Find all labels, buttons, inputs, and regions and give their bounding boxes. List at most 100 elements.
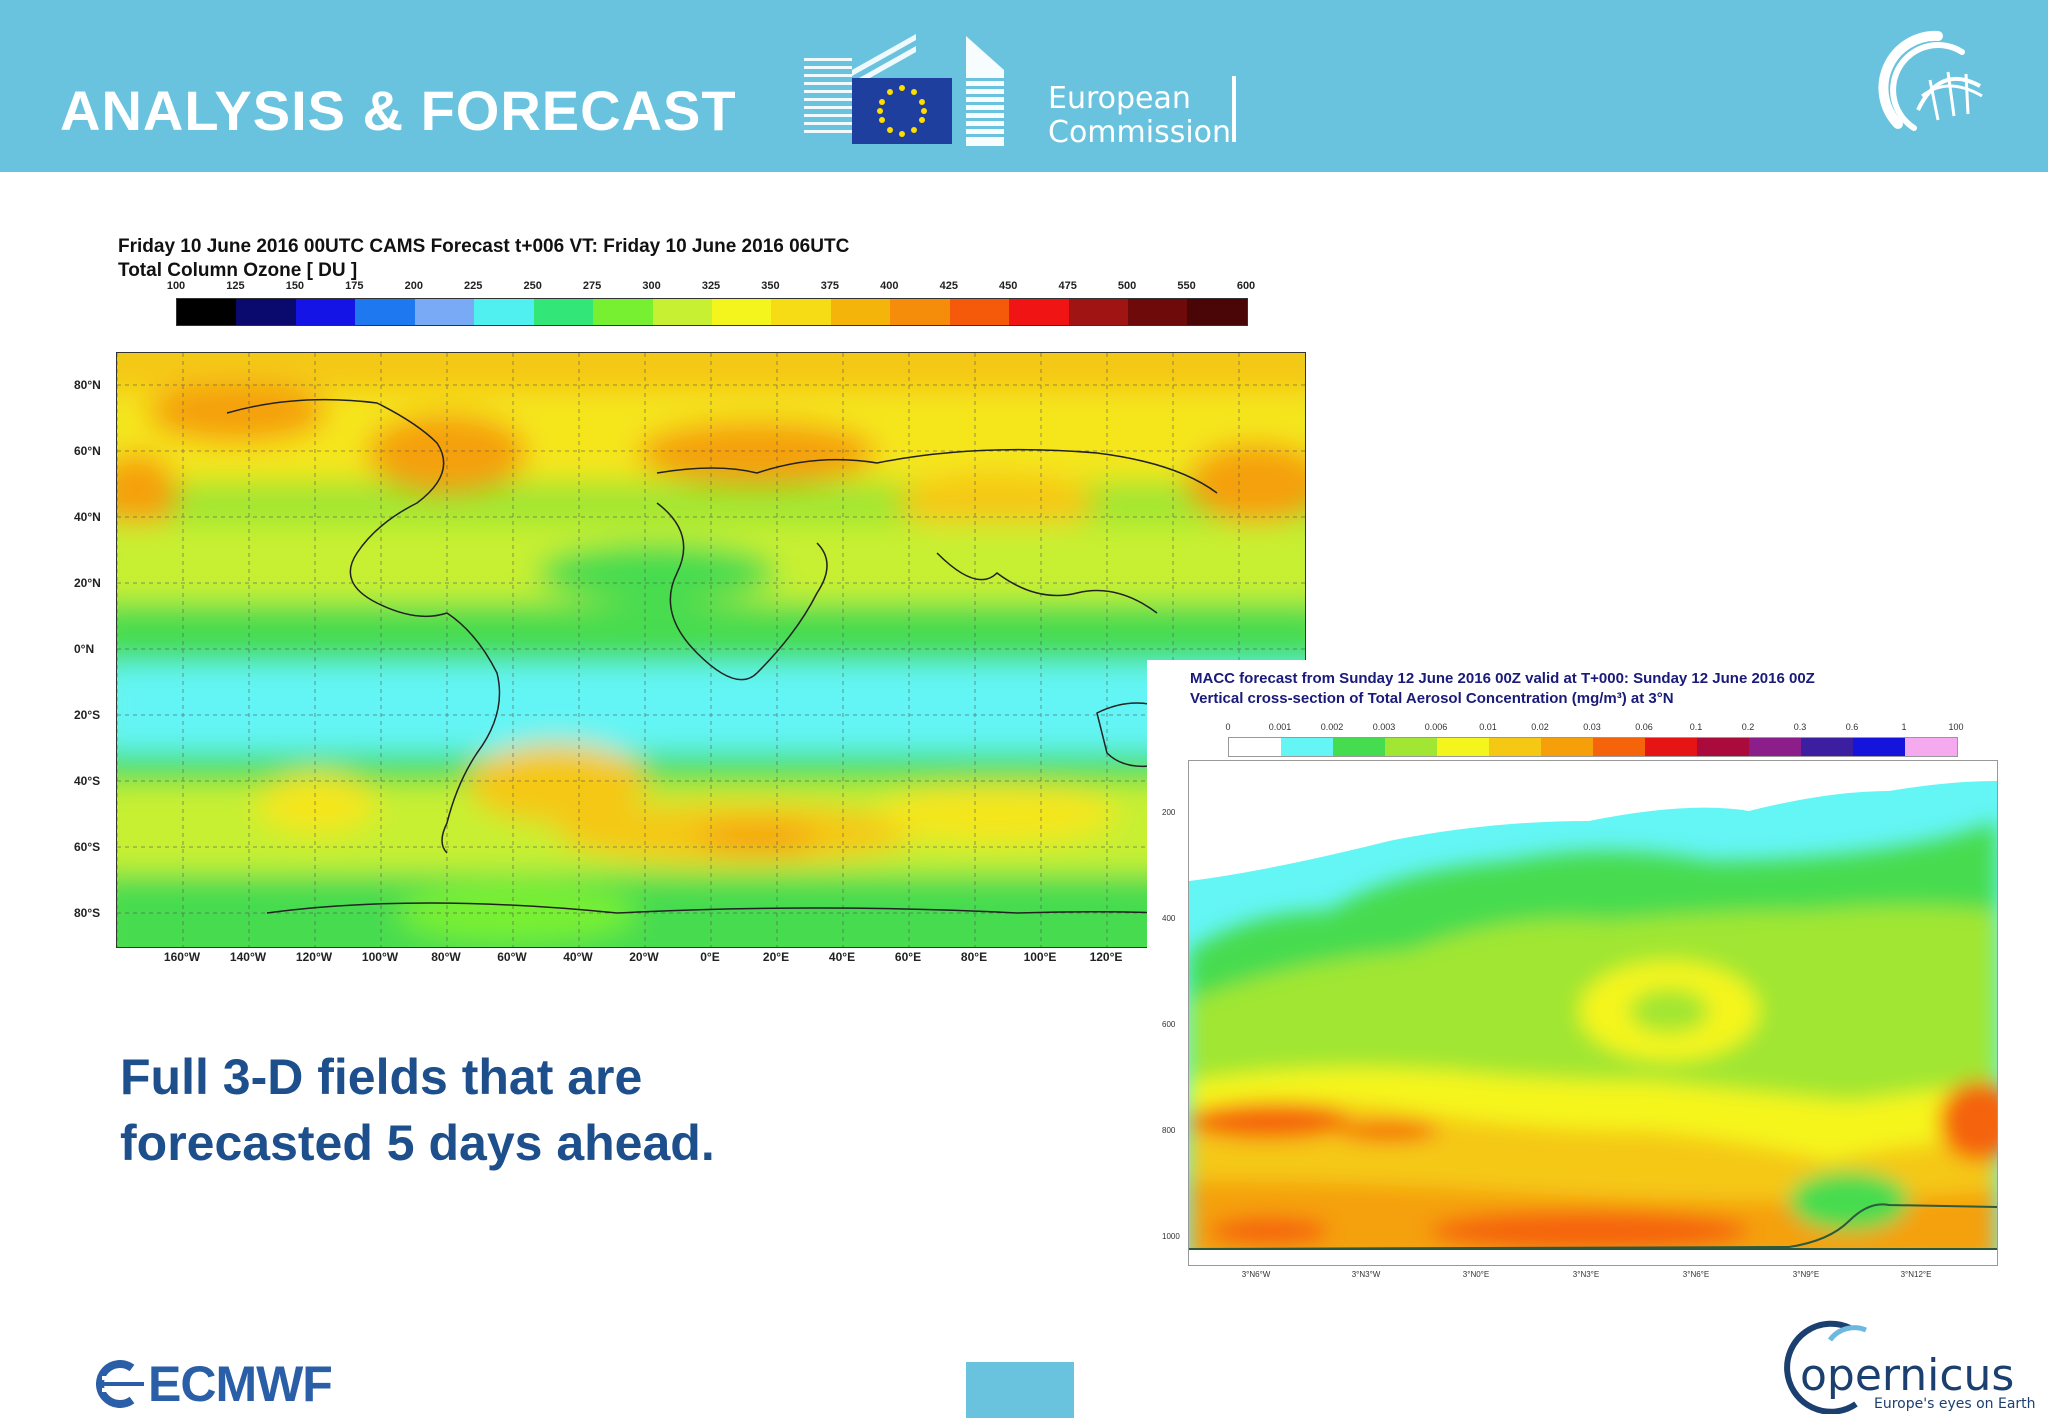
ozone-colorbar-tick: 500 <box>1117 280 1137 292</box>
aerosol-colorbar-tick: 0.3 <box>1793 722 1807 732</box>
ozone-colorbar-tick: 600 <box>1236 280 1256 292</box>
aerosol-colorbar-swatch <box>1229 738 1281 756</box>
ozone-colorbar-swatch <box>533 299 594 325</box>
ozone-colorbar-swatch <box>1187 299 1247 325</box>
ozone-colorbar-swatch <box>890 299 950 325</box>
ec-name: European Commission <box>1048 82 1231 150</box>
aerosol-colorbar-tick: 0.1 <box>1689 722 1703 732</box>
caption-line1: Full 3-D fields that are <box>120 1049 643 1105</box>
aerosol-x-label: 3°N12°E <box>1900 1270 1932 1279</box>
ozone-colorbar-swatch <box>295 299 356 325</box>
aerosol-colorbar-tick: 0.03 <box>1583 722 1601 732</box>
ozone-colorbar-swatch <box>1068 299 1128 325</box>
copernicus-wordmark: opernicus <box>1800 1350 2015 1401</box>
aerosol-colorbar-tick: 0.003 <box>1372 722 1396 732</box>
aerosol-colorbar-tick: 0.006 <box>1424 722 1448 732</box>
aerosol-colorbar-tick: 1 <box>1901 722 1907 732</box>
aerosol-colorbar-tick: 0.02 <box>1531 722 1549 732</box>
ozone-lat-label: 60°S <box>74 840 101 854</box>
ozone-colorbar-swatch <box>1128 299 1188 325</box>
aerosol-colorbar-swatch <box>1905 738 1957 756</box>
ozone-lat-label: 20°S <box>74 708 101 722</box>
ozone-colorbar-tick: 300 <box>642 280 661 292</box>
ozone-lon-label: 120°W <box>295 950 333 964</box>
aerosol-x-label: 3°N6°W <box>1241 1270 1271 1279</box>
ozone-colorbar-tick: 200 <box>404 280 423 292</box>
ozone-colorbar-tick: 450 <box>999 280 1018 292</box>
copernicus-logo <box>1784 1320 1867 1414</box>
ozone-colorbar-swatch <box>711 299 772 325</box>
ozone-colorbar-tick: 100 <box>166 280 186 292</box>
aerosol-x-label: 3°N0°E <box>1462 1270 1490 1279</box>
ozone-colorbar-swatch <box>652 299 712 325</box>
ozone-lon-label: 40°W <box>563 950 593 964</box>
aerosol-x-label: 3°N3°E <box>1572 1270 1600 1279</box>
aerosol-colorbar-swatch <box>1853 738 1905 756</box>
aerosol-chart-title: MACC forecast from Sunday 12 June 2016 0… <box>1190 670 1815 687</box>
ozone-colorbar-swatch <box>771 299 831 325</box>
ozone-lon-label: 160°W <box>163 950 201 964</box>
ozone-colorbar-swatch <box>1009 299 1069 325</box>
ozone-colorbar-tick: 400 <box>880 280 899 292</box>
ozone-colorbar-ticks: 100 125 150 175 200 225 250 275 300 325 350 375 400 4… <box>167 280 1255 296</box>
ozone-lon-label: 100°E <box>1023 950 1057 964</box>
aerosol-colorbar-tick: 100 <box>1948 722 1964 732</box>
aerosol-y-label: 800 <box>1162 1126 1176 1135</box>
ozone-colorbar-swatch <box>593 299 653 325</box>
ozone-colorbar-tick: 175 <box>345 280 364 292</box>
ozone-chart-title: Friday 10 June 2016 00UTC CAMS Forecast … <box>118 236 850 257</box>
aerosol-colorbar-swatch <box>1437 738 1489 756</box>
ozone-lon-label: 60°W <box>497 950 527 964</box>
ozone-lat-label: 20°N <box>74 576 101 590</box>
ozone-colorbar-swatch <box>177 299 237 325</box>
ozone-chart-subtitle: Total Column Ozone [ DU ] <box>118 260 358 281</box>
ozone-lon-label: 40°E <box>828 950 856 964</box>
ozone-colorbar-tick: 250 <box>523 280 542 292</box>
ozone-lon-label: 20°W <box>629 950 659 964</box>
ozone-lat-label: 80°S <box>74 906 101 920</box>
aerosol-colorbar-tick: 0 <box>1225 722 1231 732</box>
globe-logo-icon <box>1878 30 1983 131</box>
ec-line2: Commission <box>1048 115 1232 150</box>
ozone-lon-label: 140°W <box>229 950 267 964</box>
ozone-colorbar-tick: 375 <box>820 280 840 292</box>
aerosol-y-label: 200 <box>1162 808 1176 817</box>
aerosol-colorbar-swatch <box>1541 738 1593 756</box>
aerosol-cross-section <box>1188 760 1998 1266</box>
ozone-colorbar-tick: 425 <box>939 280 958 292</box>
ozone-colorbar-swatch <box>949 299 1010 325</box>
aerosol-colorbar-tick: 0.2 <box>1741 722 1755 732</box>
aerosol-colorbar-swatch <box>1645 738 1697 756</box>
ozone-colorbar-swatch <box>474 299 534 325</box>
ozone-lon-label: 20°E <box>762 950 790 964</box>
ozone-lon-label: 80°E <box>960 950 988 964</box>
european-commission-logo <box>804 34 1004 146</box>
aerosol-y-label: 1000 <box>1162 1232 1180 1241</box>
ozone-colorbar-tick: 150 <box>285 280 305 292</box>
aerosol-colorbar-swatch <box>1697 738 1749 756</box>
ozone-lat-label: 0°N <box>74 642 95 656</box>
ozone-colorbar-tick: 225 <box>464 280 483 292</box>
ec-divider <box>1232 76 1236 142</box>
ozone-colorbar-swatch <box>355 299 415 325</box>
ozone-lon-label: 100°W <box>361 950 399 964</box>
aerosol-colorbar-swatch <box>1801 738 1853 756</box>
aerosol-colorbar-swatch <box>1593 738 1645 756</box>
slide-title: ANALYSIS & FORECAST <box>60 79 737 142</box>
ozone-lon-label: 0°E <box>700 950 720 964</box>
ozone-colorbar-swatch <box>414 299 475 325</box>
ozone-colorbar <box>176 298 1248 326</box>
aerosol-colorbar-tick: 0.001 <box>1268 722 1292 732</box>
aerosol-colorbar-tick: 0.002 <box>1320 722 1344 732</box>
ozone-colorbar-tick: 275 <box>582 280 602 292</box>
ozone-world-map <box>116 352 1306 948</box>
caption-line2: forecasted 5 days ahead. <box>120 1115 715 1171</box>
aerosol-colorbar-ticks: 0 0.001 0.002 0.003 0.006 0.01 0.02 0.03 0.06 0.1… <box>1225 722 1963 736</box>
header-bar <box>0 0 2048 172</box>
ozone-colorbar-tick: 550 <box>1177 280 1196 292</box>
ec-line1: European <box>1048 81 1191 116</box>
ozone-colorbar-tick: 350 <box>761 280 780 292</box>
ecmwf-symbol-icon <box>96 1360 144 1408</box>
aerosol-x-label: 3°N9°E <box>1792 1270 1820 1279</box>
ozone-lat-label: 40°S <box>74 774 101 788</box>
